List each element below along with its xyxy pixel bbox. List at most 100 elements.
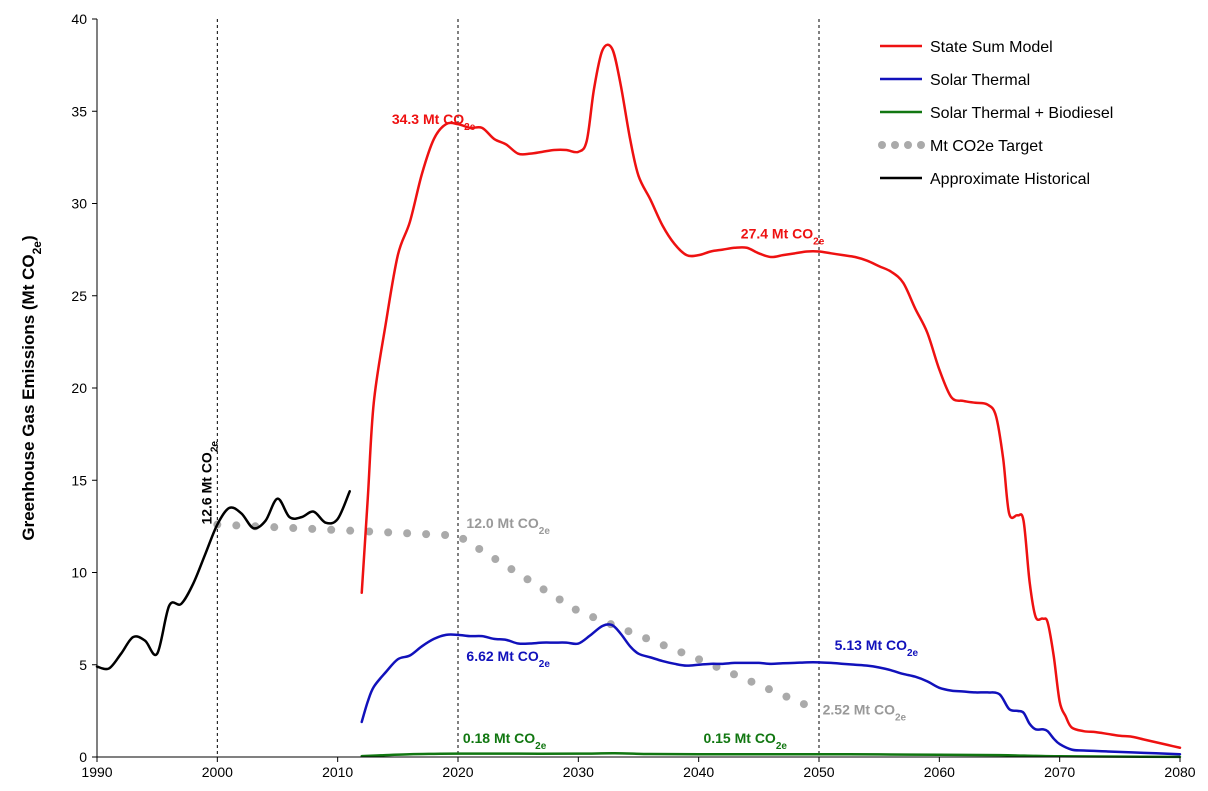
axes [96, 19, 1180, 758]
x-tick-label: 2050 [803, 764, 834, 780]
series-mt-co2e-target [213, 520, 808, 709]
legend-label: Mt CO2e Target [930, 138, 1043, 155]
target-dot [695, 655, 704, 664]
data-annotation: 34.3 Mt CO2e [392, 111, 476, 133]
target-dot [659, 641, 668, 650]
annotation-value: 6.62 Mt CO [466, 648, 538, 664]
annotation-subscript: 2e [535, 741, 547, 752]
target-dot [289, 524, 298, 533]
annotation-value: 2.52 Mt CO [823, 702, 895, 718]
y-ticks: 0 5 10 15 20 25 30 35 40 [71, 11, 97, 765]
target-dot [441, 531, 450, 540]
series-solar-thermal-biodiesel [360, 752, 1182, 759]
annotation-subscript: 2e [776, 741, 788, 752]
annotation-value: 12.6 Mt CO [198, 452, 214, 524]
target-dot [270, 523, 279, 532]
legend-item-mt-co2e-target: Mt CO2e Target [878, 138, 1043, 155]
legend-swatch-dot [878, 141, 886, 149]
y-tick-label: 0 [79, 749, 87, 765]
target-dot [403, 529, 412, 538]
target-dot [346, 526, 355, 535]
y-axis-label-main: Greenhouse Gas Emissions (Mt CO [19, 254, 38, 540]
annotation-subscript: 2e [895, 712, 907, 723]
y-tick-label: 15 [71, 472, 87, 488]
y-tick-label: 40 [71, 11, 87, 27]
annotation-value: 34.3 Mt CO [392, 111, 464, 127]
data-annotation: 5.13 Mt CO2e [835, 637, 919, 659]
target-dot [459, 534, 468, 543]
x-ticks: 1990 2000 2010 2020 2030 2040 2050 2060 2070 2080 [81, 757, 1196, 780]
legend-item-solar-thermal: Solar Thermal [880, 72, 1030, 89]
y-axis-label-end: ) [19, 235, 38, 241]
reference-lines [216, 19, 820, 757]
y-tick-label: 20 [71, 380, 87, 396]
y-tick-label: 35 [71, 103, 87, 119]
target-dot [642, 634, 651, 643]
target-dot [365, 527, 374, 536]
target-dot [539, 585, 548, 594]
legend-label: Solar Thermal + Biodiesel [930, 105, 1113, 122]
x-tick-label: 2000 [202, 764, 233, 780]
annotation-subscript: 2e [813, 236, 825, 247]
y-tick-label: 5 [79, 657, 87, 673]
annotation-subscript: 2e [907, 647, 919, 658]
data-annotation: 12.0 Mt CO2e [466, 515, 550, 537]
x-tick-label: 2020 [442, 764, 473, 780]
annotation-subscript: 2e [464, 122, 476, 133]
x-tick-label: 2070 [1044, 764, 1075, 780]
annotation-subscript: 2e [209, 441, 220, 453]
target-dot [232, 521, 241, 530]
legend-item-state-sum-model: State Sum Model [880, 39, 1053, 56]
y-axis-label: Greenhouse Gas Emissions (Mt CO2e) [19, 235, 44, 540]
annotation-subscript: 2e [539, 659, 551, 670]
data-annotation: 0.15 Mt CO2e [703, 730, 787, 752]
target-dot [764, 685, 773, 694]
legend-swatch-dot [891, 141, 899, 149]
target-dot [782, 692, 791, 701]
y-tick-label: 30 [71, 196, 87, 212]
legend-label: State Sum Model [930, 39, 1053, 56]
legend-item-solar-thermal-biodiesel: Solar Thermal + Biodiesel [880, 105, 1113, 122]
target-dot [589, 613, 598, 622]
x-tick-label: 2060 [924, 764, 955, 780]
legend-label: Approximate Historical [930, 171, 1090, 188]
annotation-value: 0.18 Mt CO [463, 730, 535, 746]
target-dot [555, 595, 564, 604]
data-annotation: 0.18 Mt CO2e [463, 730, 547, 752]
target-dot [799, 700, 808, 709]
target-dot [491, 555, 500, 564]
y-tick-label: 25 [71, 288, 87, 304]
annotation-value: 27.4 Mt CO [741, 226, 813, 242]
legend-item-approximate-historical: Approximate Historical [880, 171, 1090, 188]
y-tick-label: 10 [71, 565, 87, 581]
legend: State Sum Model Solar Thermal Solar Therma… [878, 39, 1113, 188]
series-solar-thermal [360, 623, 1182, 756]
data-annotation: 2.52 Mt CO2e [823, 702, 907, 724]
target-dot [747, 677, 756, 686]
target-dot [308, 524, 317, 533]
series-layer [95, 43, 1182, 759]
y-axis-label-sub: 2e [30, 241, 44, 255]
data-annotation: 6.62 Mt CO2e [466, 648, 550, 670]
x-tick-label: 2080 [1164, 764, 1195, 780]
target-dot [327, 525, 336, 534]
annotation-subscript: 2e [539, 526, 551, 537]
series-state-sum-model [360, 43, 1182, 750]
data-annotation: 27.4 Mt CO2e [741, 226, 825, 248]
legend-swatch-dot [904, 141, 912, 149]
annotation-value: 12.0 Mt CO [466, 515, 538, 531]
target-dot [677, 648, 686, 657]
x-tick-label: 2010 [322, 764, 353, 780]
data-annotation: 12.6 Mt CO2e [198, 441, 220, 525]
x-tick-label: 2040 [683, 764, 714, 780]
target-dot [422, 530, 431, 539]
x-tick-label: 1990 [81, 764, 112, 780]
annotation-value: 5.13 Mt CO [835, 637, 907, 653]
target-dot [475, 544, 484, 553]
series-approximate-historical [95, 490, 351, 671]
target-dot [624, 627, 633, 636]
annotation-value: 0.15 Mt CO [703, 730, 775, 746]
legend-label: Solar Thermal [930, 72, 1030, 89]
